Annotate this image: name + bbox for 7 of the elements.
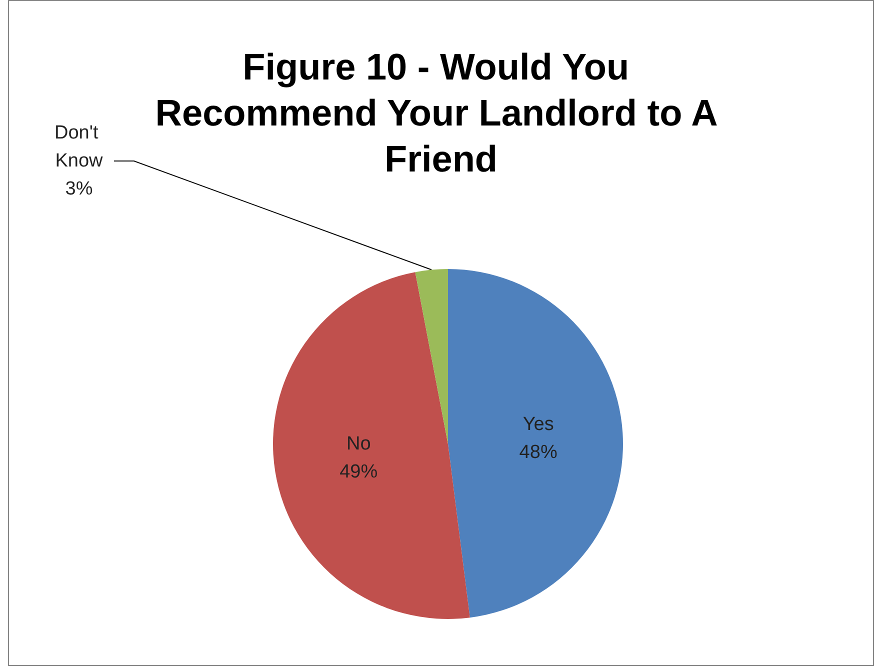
data-label: 49% bbox=[340, 462, 378, 483]
slice-label: Don't Know bbox=[54, 122, 104, 172]
data-label: 3% bbox=[65, 178, 93, 200]
slice-label: No bbox=[346, 434, 371, 455]
data-label: 48% bbox=[519, 442, 558, 463]
slice-label: Yes bbox=[522, 414, 554, 435]
chart-title: Figure 10 - Would You Recommend Your Landlord to A Friend bbox=[155, 46, 727, 180]
